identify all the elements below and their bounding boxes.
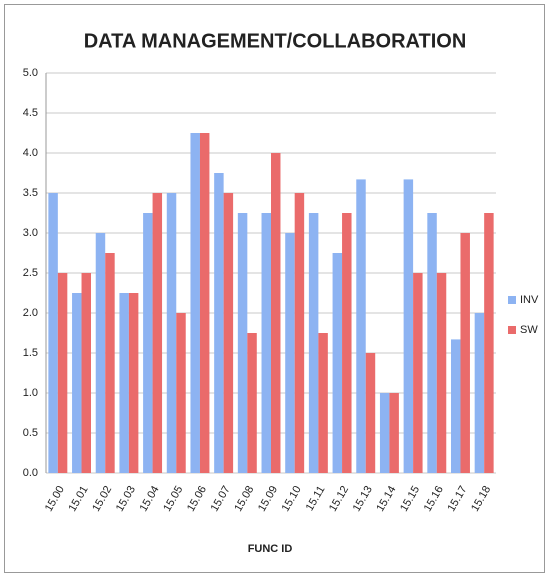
bar (199, 133, 210, 473)
legend-swatch (508, 326, 516, 334)
bar (332, 253, 343, 473)
bar (427, 213, 437, 473)
bar (436, 273, 447, 473)
bar (81, 273, 91, 473)
legend-swatch (508, 296, 516, 304)
bar (48, 193, 58, 473)
y-tick-label: 2.5 (23, 267, 38, 279)
bar (294, 193, 305, 473)
y-tick-label: 3.5 (23, 187, 38, 199)
bar (95, 233, 106, 473)
bar (356, 179, 366, 473)
bar (223, 193, 234, 473)
bar (190, 133, 200, 473)
bar (389, 393, 399, 473)
y-tick-label: 4.5 (23, 107, 38, 119)
bar (342, 213, 352, 473)
x-axis-label: FUNC ID (248, 543, 293, 555)
bar (105, 253, 115, 473)
bar (318, 333, 328, 473)
bar (261, 213, 271, 473)
legend-label: SW (520, 324, 538, 336)
bar (271, 153, 281, 473)
y-tick-label: 0.5 (23, 427, 38, 439)
bar (365, 353, 376, 473)
bar (72, 293, 82, 473)
bar (379, 393, 390, 473)
bar (214, 173, 224, 473)
bar (403, 179, 414, 473)
bar (57, 273, 68, 473)
bar (413, 273, 423, 473)
bar (308, 213, 319, 473)
bar (484, 213, 494, 473)
bar (247, 333, 257, 473)
bar (474, 313, 485, 473)
bar (119, 293, 129, 473)
legend-label: INV (520, 294, 539, 306)
y-tick-label: 2.0 (23, 307, 38, 319)
y-tick-label: 1.0 (23, 387, 38, 399)
y-tick-label: 5.0 (23, 67, 38, 79)
bar (166, 193, 177, 473)
y-tick-label: 3.0 (23, 227, 38, 239)
y-tick-label: 0.0 (23, 467, 38, 479)
y-tick-label: 1.5 (23, 347, 38, 359)
y-tick-label: 4.0 (23, 147, 38, 159)
bar (237, 213, 248, 473)
bar (176, 313, 186, 473)
bar (460, 233, 470, 473)
bar (128, 293, 139, 473)
bar (285, 233, 295, 473)
bar (143, 213, 153, 473)
bar (451, 339, 461, 473)
chart-title: DATA MANAGEMENT/COLLABORATION (84, 30, 467, 52)
bar (152, 193, 163, 473)
